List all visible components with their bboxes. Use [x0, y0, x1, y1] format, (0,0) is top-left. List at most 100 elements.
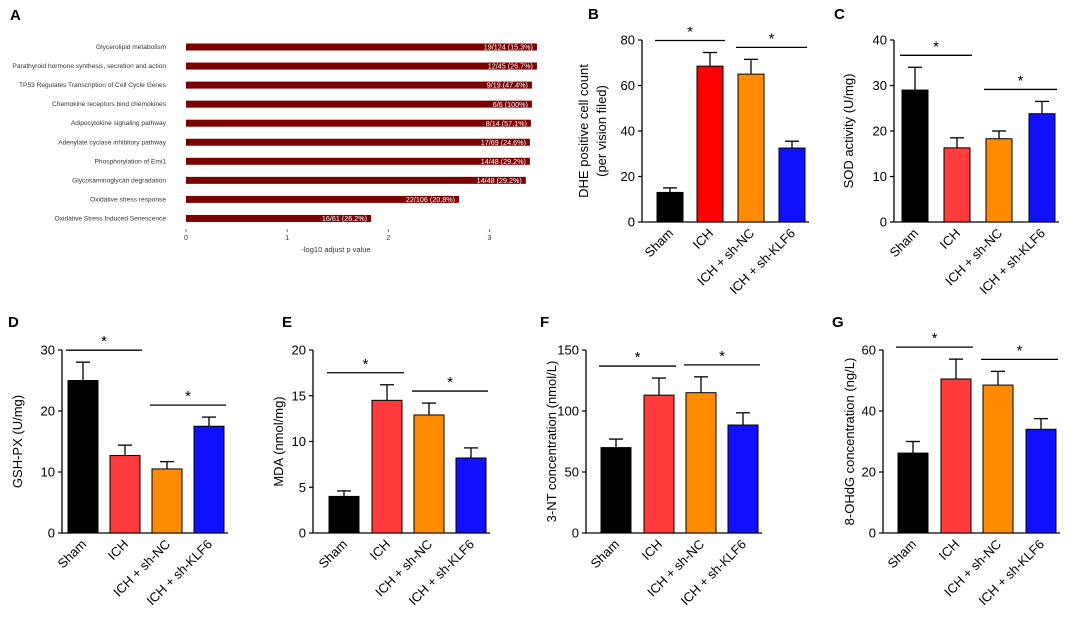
y-tick-label: 150	[557, 343, 579, 358]
bar-1	[67, 380, 99, 534]
pathway-label: Adenylate cyclase inhibitory pathway	[58, 139, 166, 146]
pathway-label: Glycerolipid metabolism	[96, 44, 166, 51]
pathway-label: Phosphorylation of Emi1	[95, 158, 167, 165]
significance-star: *	[1017, 342, 1023, 359]
panel-f-label: F	[540, 314, 549, 331]
panel-a-label: A	[10, 7, 21, 24]
pathway-count-label: 22/106 (20.8%)	[406, 195, 455, 204]
y-tick-label: 0	[880, 215, 887, 230]
y-tick-label: 40	[621, 124, 635, 139]
bar-4	[778, 147, 806, 223]
y-axis-title: GSH-PX (U/mg)	[10, 395, 25, 488]
significance-star: *	[687, 24, 693, 41]
pathway-label: Parathyroid hormone synthesis, secretion…	[12, 63, 166, 70]
pathway-bar	[186, 195, 460, 203]
significance-star: *	[101, 333, 107, 350]
y-tick-label: 10	[41, 465, 55, 480]
category-label: Sham	[886, 226, 921, 261]
pathway-bar	[186, 81, 532, 89]
pathway-label: Oxidative stress response	[90, 196, 166, 203]
y-tick-label: 50	[565, 465, 579, 480]
pathway-count-label: 16/61 (26.2%)	[322, 214, 367, 223]
significance-star: *	[1018, 72, 1024, 89]
category-label: ICH	[690, 226, 716, 252]
pathway-count-label: 9/19 (47.4%)	[487, 81, 528, 90]
bar-4	[193, 425, 225, 534]
panel-b-chart: B 0 20 40 60 80 DHE positive cell count (per vi…	[576, 6, 809, 297]
y-axis-title: SOD activity (U/mg)	[841, 74, 856, 189]
category-label: Sham	[884, 537, 919, 572]
bar-1	[897, 452, 929, 534]
category-label: ICH	[936, 537, 962, 563]
pathway-bar	[186, 62, 537, 70]
significance-star: *	[933, 38, 939, 55]
y-tick-label: 40	[873, 33, 887, 48]
y-axis-title: (per vision filed)	[594, 85, 609, 177]
y-tick-label: 0	[48, 526, 55, 541]
y-tick-label: 0	[299, 526, 306, 541]
pathway-label: TP53 Regulates Transcription of Cell Cyc…	[19, 82, 167, 89]
bar-2	[371, 399, 403, 534]
y-tick-label: 10	[292, 434, 306, 449]
y-tick-label: 60	[862, 343, 876, 358]
significance-star: *	[719, 348, 725, 365]
pathway-bar	[186, 100, 532, 108]
y-tick-label: 40	[862, 404, 876, 419]
bar-3	[685, 392, 717, 534]
bar-3	[413, 414, 445, 534]
bar-2	[109, 455, 141, 534]
y-tick-label: 20	[862, 465, 876, 480]
panel-g-chart: G 0 20 40 60 8-OHdG concentration (ng/L) Sham I…	[832, 314, 1060, 608]
y-tick-label: 30	[41, 343, 55, 358]
y-tick-label: 0	[572, 526, 579, 541]
bar-1	[328, 495, 360, 534]
pathway-label: Oxidative Stress Induced Senescence	[55, 215, 167, 222]
bar-2	[943, 147, 971, 223]
panel-d-label: D	[8, 314, 19, 331]
y-tick-label: 60	[621, 78, 635, 93]
y-axis-title: MDA (nmol/mg)	[271, 396, 286, 486]
pathway-label: Glycosaminoglycan degradation	[72, 177, 166, 184]
y-tick-label: 0	[628, 215, 635, 230]
bar-3	[982, 384, 1014, 534]
bar-4	[727, 424, 759, 534]
pathway-label: Adipocytokine signaling pathway	[71, 120, 167, 127]
y-tick-label: 5	[299, 480, 306, 495]
bar-1	[600, 447, 632, 534]
y-tick-label: 10	[873, 169, 887, 184]
panel-g-label: G	[832, 314, 844, 331]
significance-star: *	[363, 356, 369, 373]
bar-2	[643, 394, 675, 534]
category-label: ICH	[105, 537, 131, 563]
y-tick-label: 100	[557, 404, 579, 419]
x-tick-label: 0	[184, 235, 188, 242]
category-label: Sham	[54, 537, 89, 572]
pathway-bar	[186, 157, 530, 165]
significance-star: *	[185, 388, 191, 405]
bar-3	[737, 73, 765, 223]
y-tick-label: 20	[292, 343, 306, 358]
y-tick-label: 80	[621, 33, 635, 48]
category-label: Sham	[641, 226, 676, 261]
y-axis-title: DHE positive cell count	[576, 64, 591, 198]
bar-4	[1025, 428, 1057, 534]
category-label: ICH	[367, 537, 393, 563]
x-axis-title: -log10 adjust p value	[301, 245, 370, 254]
pathway-bar	[186, 119, 531, 127]
y-tick-label: 30	[873, 78, 887, 93]
y-tick-label: 0	[869, 526, 876, 541]
significance-star: *	[769, 30, 775, 47]
category-label: ICH	[937, 226, 963, 252]
significance-star: *	[635, 349, 641, 366]
significance-star: *	[447, 374, 453, 391]
category-label: Sham	[587, 537, 622, 572]
pathway-count-label: 8/14 (57.1%)	[486, 119, 527, 128]
y-tick-label: 20	[873, 124, 887, 139]
panel-c-label: C	[834, 6, 845, 23]
panel-a-chart: A Glycerolipid metabolism 19/124 (15.3%) Pa…	[10, 7, 537, 254]
pathway-count-label: 19/124 (15.3%)	[484, 43, 533, 52]
